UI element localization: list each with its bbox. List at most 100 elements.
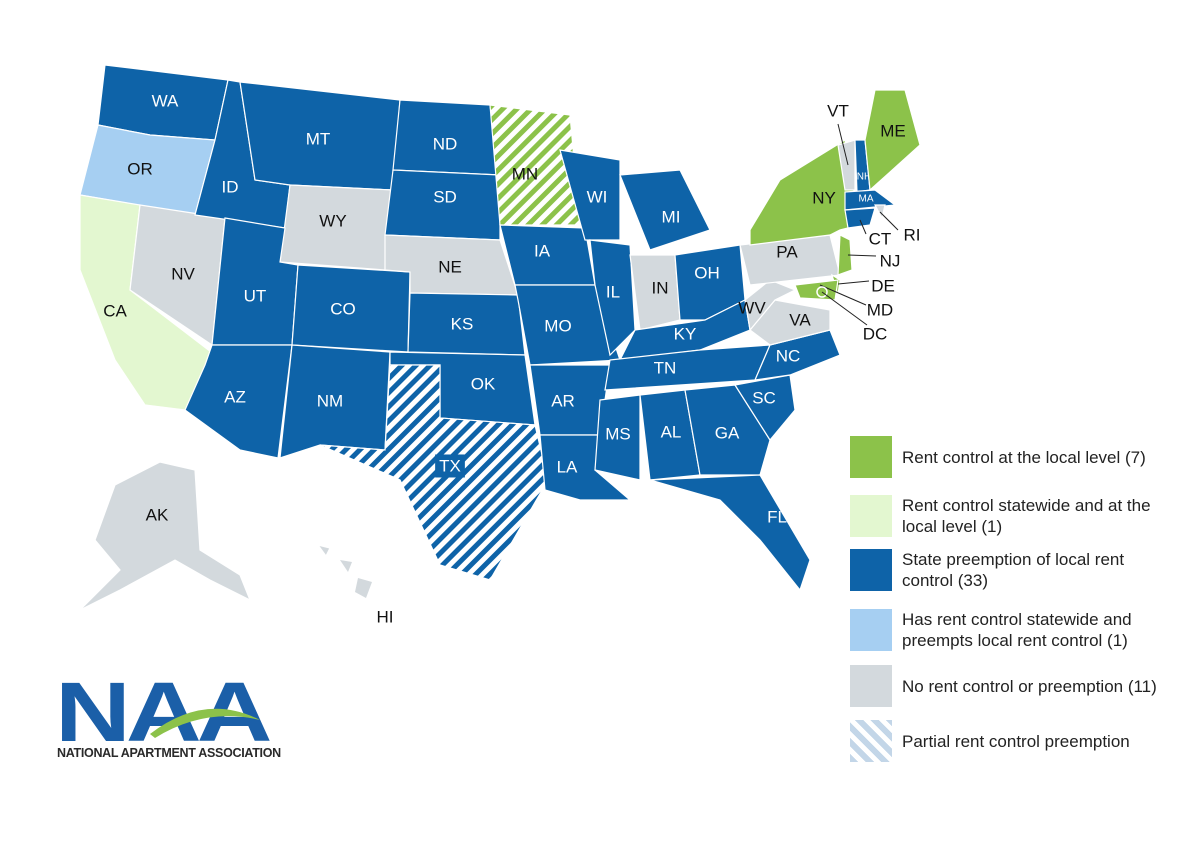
state-label: MA — [859, 194, 874, 205]
state-label: ID — [222, 177, 239, 196]
legend-label: State preemption of local rent control (… — [902, 550, 1125, 590]
legend-item: Has rent control statewide and preempts … — [850, 609, 1180, 651]
legend-item: Rent control at the local level (7) — [850, 436, 1180, 478]
legend-label: No rent control or preemption (11) — [902, 676, 1157, 696]
state-shape — [837, 234, 853, 276]
state-shape — [340, 560, 352, 572]
state-label: MD — [867, 300, 893, 319]
state-label: PA — [776, 242, 798, 261]
state-shape — [649, 474, 811, 592]
state-label: LA — [557, 457, 578, 476]
state-label: OK — [471, 374, 496, 393]
state-shape — [514, 284, 621, 366]
state-label: MT — [306, 129, 331, 148]
logo-name: NATIONAL APARTMENT ASSOCIATION — [57, 746, 281, 760]
legend-swatch — [850, 549, 892, 591]
logo: NAA NATIONAL APARTMENT ASSOCIATION — [55, 665, 281, 767]
leader-line — [819, 284, 867, 306]
legend-swatch — [850, 495, 892, 537]
state-shape — [619, 169, 711, 251]
state-label: NC — [776, 346, 801, 365]
state-label: DC — [863, 324, 888, 343]
legend-item: State preemption of local rent control (… — [850, 549, 1180, 591]
state-label: WY — [319, 211, 346, 230]
state-label: CA — [103, 301, 127, 320]
state-shape — [794, 279, 839, 301]
state-label: AR — [551, 391, 575, 410]
state-label: FL — [767, 507, 787, 526]
state-shape — [864, 89, 921, 192]
state-shape — [594, 394, 641, 481]
state-shape — [319, 364, 549, 581]
state-label: SD — [433, 187, 457, 206]
state-shape — [559, 149, 621, 241]
state-label: OR — [127, 159, 153, 178]
state-shape — [79, 461, 252, 611]
state-label: TN — [654, 358, 677, 377]
legend-item: No rent control or preemption (11) — [850, 665, 1180, 707]
state-label: IL — [606, 282, 620, 301]
leader-line — [837, 280, 870, 285]
state-label: VT — [827, 101, 849, 120]
state-label: UT — [244, 286, 267, 305]
legend-item: Partial rent control preemption — [850, 720, 1180, 762]
state-label: CO — [330, 299, 356, 318]
legend-swatch — [850, 436, 892, 478]
state-label: MI — [662, 207, 681, 226]
state-label: KS — [451, 314, 474, 333]
state-label: MS — [605, 424, 631, 443]
state-label: WV — [738, 298, 766, 317]
legend-label: Rent control at the local level (7) — [902, 447, 1146, 467]
state-shape — [837, 139, 856, 191]
state-label: TX — [439, 456, 461, 475]
state-label: MO — [544, 316, 571, 335]
state-label: MN — [512, 164, 538, 183]
state-label: NY — [812, 188, 836, 207]
leader-line — [837, 123, 849, 166]
state-label: IN — [652, 278, 669, 297]
state-label: HI — [377, 607, 394, 626]
leader-line — [821, 291, 868, 326]
legend-swatch — [850, 665, 892, 707]
state-label: VA — [789, 310, 811, 329]
leader-line — [879, 211, 899, 231]
state-label: WA — [152, 91, 179, 110]
state-shape — [489, 104, 581, 226]
state-label: RI — [904, 225, 921, 244]
state-label: IA — [534, 241, 551, 260]
state-label: NV — [171, 264, 195, 283]
state-label: GA — [715, 423, 740, 442]
legend-swatch — [850, 720, 892, 762]
state-label: NM — [317, 391, 343, 410]
state-label: OH — [694, 263, 720, 282]
legend-swatch — [850, 609, 892, 651]
state-label: KY — [674, 324, 697, 343]
legend-label: Has rent control statewide and preempts … — [902, 610, 1132, 650]
state-label: NE — [438, 257, 462, 276]
state-shape — [589, 239, 636, 357]
state-label: SC — [752, 388, 776, 407]
state-shape — [844, 207, 876, 229]
legend-label: Rent control statewide and at the local … — [902, 496, 1151, 536]
state-label: NJ — [880, 251, 901, 270]
state-label: NH — [857, 172, 871, 183]
legend-label: Partial rent control preemption — [902, 731, 1130, 751]
state-shape — [754, 329, 841, 381]
state-label: ND — [433, 134, 458, 153]
state-label: CT — [869, 229, 892, 248]
state-label: ME — [880, 121, 906, 140]
state-label: AK — [146, 505, 169, 524]
leader-line — [847, 254, 877, 257]
state-label: DE — [871, 276, 895, 295]
state-shape — [355, 578, 372, 598]
state-label: WI — [587, 187, 608, 206]
state-label: AZ — [224, 387, 246, 406]
legend-item: Rent control statewide and at the local … — [850, 495, 1180, 537]
state-shape — [734, 374, 796, 442]
leader-line — [859, 219, 867, 235]
label-box — [435, 454, 465, 478]
logo-swoosh — [150, 708, 260, 738]
